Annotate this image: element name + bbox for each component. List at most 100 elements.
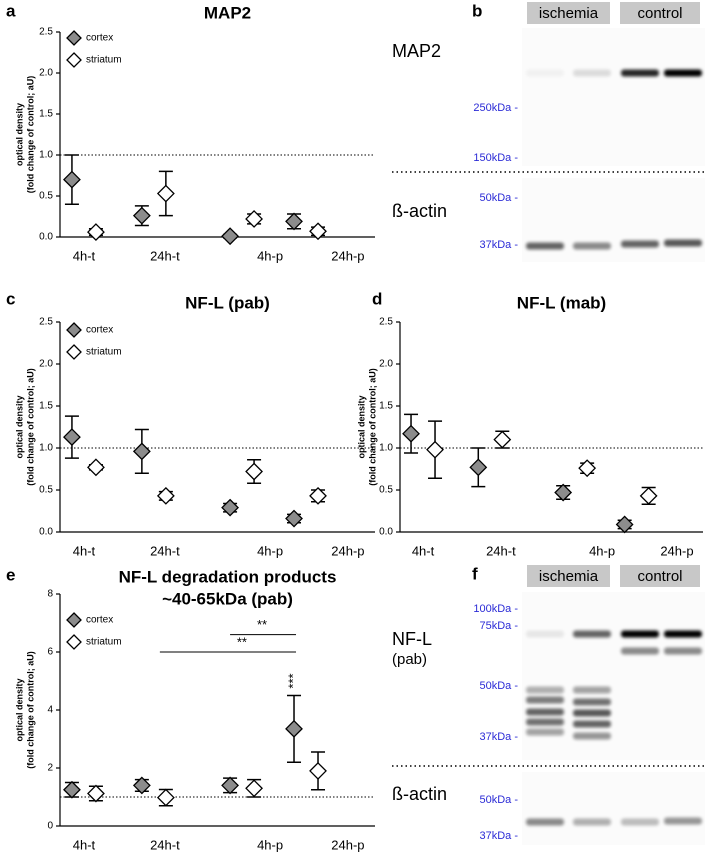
y-tick-label: 4: [47, 705, 53, 716]
data-point: [132, 206, 151, 225]
x-tick-label: 24h-p: [660, 543, 693, 558]
blot-band: [573, 242, 611, 250]
y-tick-label: 2.0: [39, 359, 53, 370]
blot-band: [573, 720, 611, 728]
y-tick-label: 2.5: [379, 317, 393, 328]
panel-label: b: [472, 1, 482, 20]
x-tick-label: 4h-p: [257, 837, 283, 852]
x-tick-label: 4h-t: [412, 543, 435, 558]
y-tick-label: 0.5: [379, 485, 393, 496]
data-point: [469, 458, 488, 477]
data-point: [63, 170, 81, 189]
blot-band: [526, 686, 564, 694]
data-point: [63, 428, 81, 446]
data-point: [87, 223, 105, 241]
chart-title: MAP2: [204, 3, 251, 22]
blot-pane: [522, 28, 705, 166]
data-point: [615, 515, 634, 534]
y-tick-label: 0.0: [39, 527, 53, 538]
blot-band: [664, 647, 702, 655]
data-point: [245, 779, 263, 798]
legend-swatch: [66, 52, 82, 68]
blot-band: [526, 696, 564, 704]
data-point: [493, 430, 512, 449]
chart-title: NF-L degradation products: [119, 567, 337, 586]
group-label: ischemia: [539, 568, 599, 585]
y-axis-label: optical density: [14, 678, 24, 741]
blot-label: ß-actin: [392, 784, 447, 804]
data-point: [639, 486, 658, 505]
data-point: [554, 483, 573, 502]
blot-band: [573, 69, 611, 77]
data-point: [285, 509, 303, 528]
blot-band: [621, 240, 659, 248]
chart-title: NF-L (mab): [517, 293, 606, 312]
y-tick-label: 2.0: [379, 359, 393, 370]
panel-label: d: [372, 289, 382, 308]
y-tick-label: 1.0: [39, 150, 53, 161]
blot-band: [573, 818, 611, 826]
y-tick-label: 1.0: [39, 443, 53, 454]
data-point: [245, 210, 263, 228]
blot-band: [621, 647, 659, 655]
y-tick-label: 2.5: [39, 317, 53, 328]
y-tick-label: 0.0: [379, 527, 393, 538]
y-axis-label: optical density: [356, 395, 366, 458]
marker-label: 75kDa -: [479, 620, 518, 632]
x-tick-label: 24h-t: [150, 543, 180, 558]
panel-label: c: [6, 289, 15, 308]
legend-label: cortex: [86, 33, 113, 44]
x-tick-label: 4h-p: [257, 248, 283, 263]
marker-label: 150kDa -: [473, 152, 518, 164]
y-tick-label: 2.0: [39, 68, 53, 79]
data-point: [156, 486, 175, 505]
y-tick-label: 0.5: [39, 485, 53, 496]
panel-label: a: [6, 1, 16, 20]
marker-label: 37kDa -: [479, 830, 518, 842]
y-tick-label: 6: [47, 647, 53, 658]
group-label: ischemia: [539, 5, 599, 22]
marker-label: 50kDa -: [479, 680, 518, 692]
x-tick-label: 24h-t: [150, 248, 180, 263]
y-tick-label: 0: [47, 821, 53, 832]
data-point: [309, 761, 327, 780]
legend-label: striatum: [86, 347, 122, 358]
x-tick-label: 4h-t: [73, 543, 96, 558]
group-label: control: [637, 5, 682, 22]
marker-label: 37kDa -: [479, 239, 518, 251]
data-point: [87, 458, 105, 477]
y-axis-label: (fold change of control; aU): [367, 368, 377, 486]
data-point: [221, 498, 239, 517]
blot-band: [573, 709, 611, 717]
blot-band: [664, 630, 702, 638]
blot-band: [573, 686, 611, 694]
blot-band: [526, 69, 564, 77]
y-axis-label: (fold change of control; aU): [25, 76, 35, 194]
y-axis-label: (fold change of control; aU): [25, 651, 35, 769]
legend-label: striatum: [86, 55, 122, 66]
data-point: [309, 486, 327, 505]
blot-band: [664, 817, 702, 825]
data-point: [87, 784, 105, 803]
blot-band: [526, 728, 564, 736]
annotation: ***: [285, 673, 300, 688]
blot-band: [664, 239, 702, 247]
y-tick-label: 1.0: [379, 443, 393, 454]
data-point: [63, 780, 81, 799]
data-point: [402, 424, 420, 443]
legend-label: cortex: [86, 325, 113, 336]
chart-title: ~40-65kDa (pab): [162, 589, 293, 608]
legend-swatch: [66, 322, 82, 338]
x-tick-label: 24h-t: [150, 837, 180, 852]
x-tick-label: 4h-t: [73, 248, 96, 263]
marker-label: 250kDa -: [473, 102, 518, 114]
group-label: control: [637, 568, 682, 585]
data-point: [578, 459, 597, 478]
blot-label: MAP2: [392, 41, 441, 61]
legend-label: striatum: [86, 637, 122, 648]
blot-band: [526, 718, 564, 726]
blot-label: ß-actin: [392, 201, 447, 221]
annotation: **: [237, 634, 247, 649]
blot-band: [526, 818, 564, 826]
